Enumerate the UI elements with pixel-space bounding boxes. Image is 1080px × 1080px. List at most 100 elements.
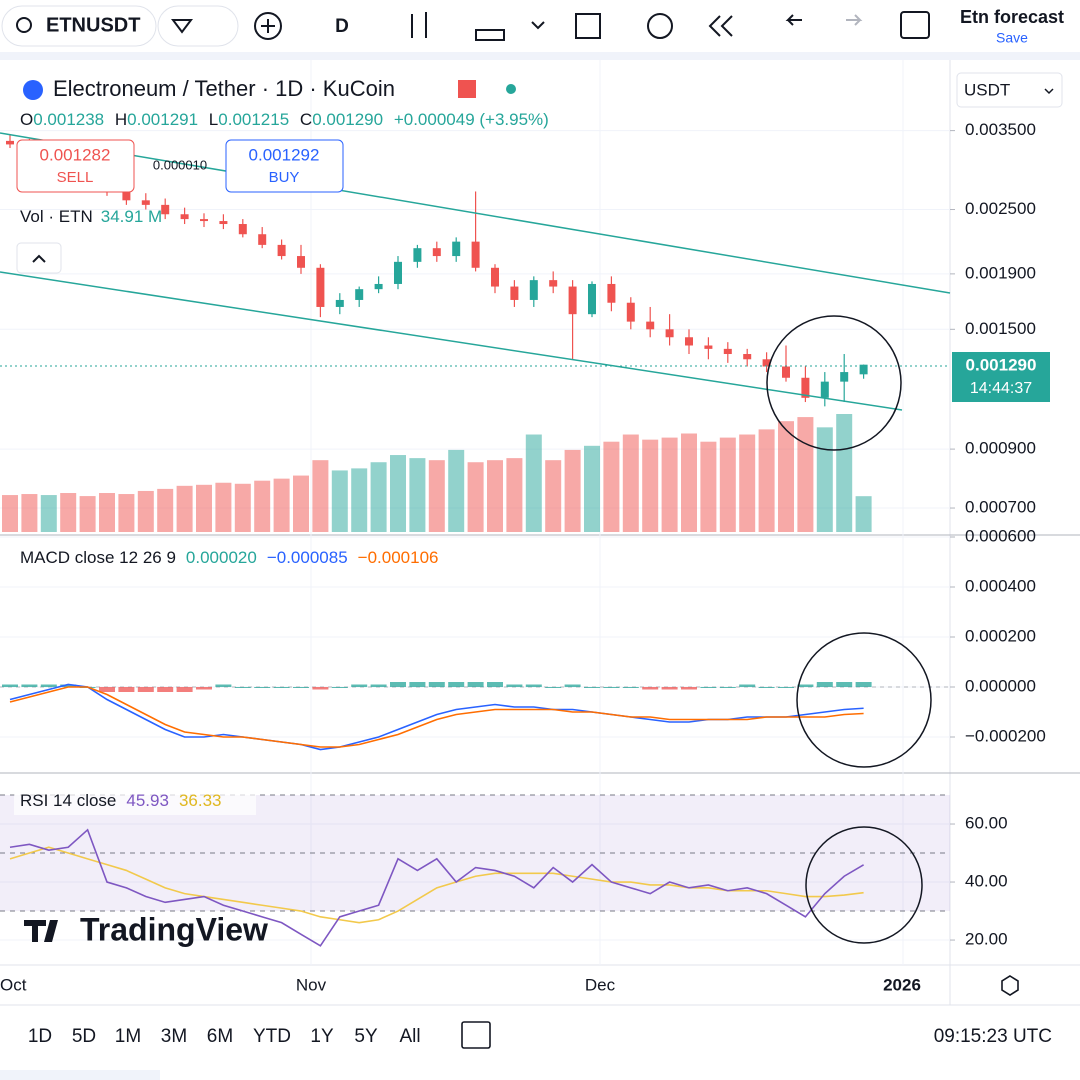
currency-select[interactable] — [956, 72, 1063, 108]
macd-histogram-bar — [157, 687, 174, 692]
l-value: 0.001215 — [218, 110, 289, 129]
time-label: 2026 — [883, 975, 921, 994]
macd-histogram-bar — [254, 687, 271, 688]
volume-bar — [2, 495, 18, 532]
range-button[interactable]: 1D — [28, 1026, 52, 1047]
candle-body — [141, 200, 150, 205]
indicator-icon[interactable] — [475, 29, 505, 41]
l-label: L — [209, 110, 218, 129]
volume-bar — [215, 482, 232, 532]
ohlc-legend: O0.001238 H0.001291 L0.001215 C0.001290 … — [20, 110, 549, 129]
candle-body — [394, 261, 402, 284]
rsi-ma-line — [9, 846, 864, 924]
volume-bar — [390, 455, 406, 532]
candle-body — [6, 140, 14, 145]
macd-histogram-bar — [661, 687, 678, 690]
candle-body — [762, 359, 771, 367]
volume-bar — [797, 417, 814, 532]
fullscreen-icon[interactable] — [900, 11, 930, 39]
sell-button[interactable] — [16, 139, 135, 193]
macd-histogram-bar — [642, 687, 659, 690]
symbol[interactable]: ETNUSDT — [46, 14, 140, 36]
sell-label[interactable]: SELL — [57, 169, 94, 186]
range-button[interactable]: 1M — [115, 1026, 141, 1047]
layout-icon[interactable] — [575, 13, 601, 39]
replay-icon[interactable] — [708, 15, 733, 37]
y-tick-label: 0.000900 — [965, 439, 1036, 458]
candle-body — [297, 256, 305, 268]
interval-button[interactable]: D — [335, 16, 349, 37]
candle-body — [335, 299, 344, 307]
candle-body — [820, 381, 829, 398]
dropdown[interactable] — [531, 21, 545, 30]
volume-bar — [545, 460, 562, 532]
macd-histogram-bar — [564, 684, 581, 687]
collapse-button[interactable] — [16, 242, 62, 274]
range-button[interactable]: YTD — [253, 1026, 291, 1047]
volume-bar — [448, 449, 465, 532]
undo-icon[interactable] — [785, 14, 802, 26]
buy-price[interactable]: 0.001292 — [249, 145, 320, 164]
candle-body — [801, 377, 810, 398]
candle-body — [529, 280, 538, 300]
candle-body — [471, 241, 480, 268]
range-button[interactable]: All — [399, 1026, 420, 1047]
range-button[interactable]: 5Y — [354, 1026, 378, 1047]
candle-body — [588, 283, 596, 315]
range-button[interactable]: 3M — [161, 1026, 187, 1047]
flag[interactable] — [458, 80, 476, 98]
macd-histogram-bar — [273, 687, 290, 688]
y-tick-label: 0.000200 — [965, 626, 1036, 645]
volume-bar — [21, 494, 38, 532]
buy-label[interactable]: BUY — [269, 169, 300, 186]
macd-histogram-bar — [176, 687, 193, 692]
candle-body — [180, 214, 189, 220]
candle-body — [277, 244, 286, 257]
save-button[interactable]: Save — [996, 30, 1028, 46]
volume-bar — [661, 437, 678, 532]
volume-value: 34.91 M — [101, 207, 162, 226]
candle-body — [355, 289, 364, 300]
symbol-search[interactable] — [1, 5, 157, 47]
volume-bar — [79, 496, 96, 532]
buy-button[interactable] — [225, 139, 344, 193]
candle-body — [510, 286, 519, 300]
clock[interactable]: 09:15:23 UTC — [934, 1026, 1052, 1047]
spread: 0.000010 — [153, 157, 207, 172]
range-button[interactable]: 5D — [72, 1026, 96, 1047]
volume-label: Vol · ETN — [20, 207, 93, 226]
chart-title: Electroneum / Tether · 1D · KuCoin — [53, 76, 395, 101]
time-label: Dec — [585, 975, 616, 994]
sell-price[interactable]: 0.001282 — [40, 145, 111, 164]
market-status — [506, 84, 516, 94]
layout-name[interactable]: Etn forecast — [960, 7, 1064, 27]
redo-icon[interactable] — [846, 14, 863, 26]
candle-body — [200, 219, 208, 222]
candle-body — [646, 321, 655, 330]
volume-bar — [293, 475, 309, 532]
candle-body — [219, 221, 228, 225]
range-button[interactable]: 6M — [207, 1026, 233, 1047]
volume — [2, 414, 872, 532]
date-range-icon[interactable] — [461, 1021, 491, 1049]
macd-histogram-bar — [40, 684, 57, 687]
range-button[interactable]: 1Y — [310, 1026, 334, 1047]
macd-histogram-bar — [700, 687, 717, 688]
macd-histogram-bar — [448, 682, 465, 687]
volume-bar — [719, 437, 736, 532]
indicators-button[interactable] — [157, 5, 239, 47]
candles-icon[interactable] — [411, 12, 427, 38]
candle-body — [685, 337, 693, 346]
macd-histogram-bar — [719, 687, 736, 688]
time-label: Nov — [296, 975, 327, 994]
candle-body — [491, 267, 499, 287]
volume-bar — [331, 470, 348, 532]
currency[interactable]: USDT — [964, 80, 1010, 99]
alert-icon[interactable] — [647, 13, 673, 39]
candle-body — [374, 283, 383, 290]
y-tick-label: 0.002500 — [965, 199, 1036, 218]
macd-histogram-bar — [816, 682, 833, 687]
add-button[interactable] — [254, 12, 282, 40]
macd-histogram-bar — [855, 682, 872, 687]
settings-icon[interactable] — [1001, 975, 1019, 996]
